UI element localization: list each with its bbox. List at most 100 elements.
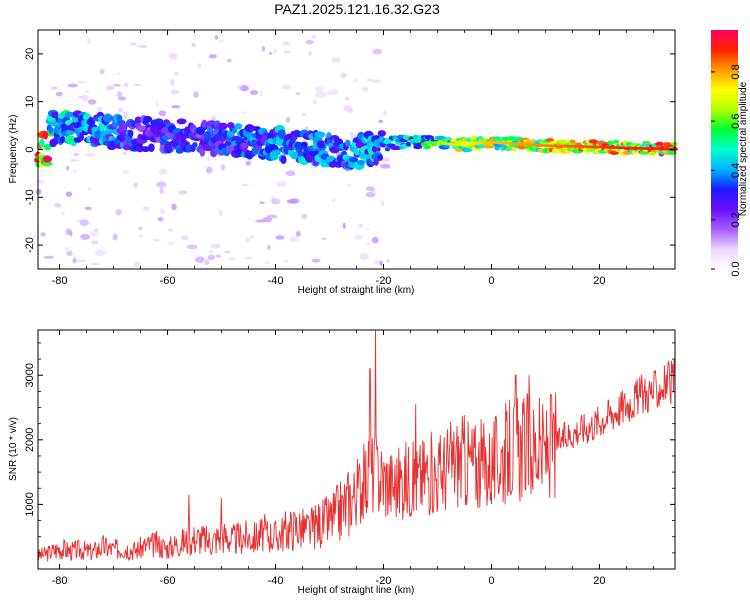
spectrogram-cell xyxy=(88,116,94,126)
spectrogram-cell xyxy=(284,127,288,131)
spectrogram-cell xyxy=(311,258,321,263)
spectrogram-cell xyxy=(207,254,216,261)
spectrogram-cell xyxy=(191,42,196,47)
spectrogram-cell xyxy=(99,123,106,132)
spectrogram-cell xyxy=(141,146,150,153)
spectrogram-cell xyxy=(54,202,62,208)
spectrogram-cell xyxy=(326,90,335,96)
spectrogram-cell xyxy=(332,198,336,203)
spectrogram-cell xyxy=(308,50,312,57)
spectrogram-cell xyxy=(405,141,411,147)
spectrogram-cell xyxy=(158,110,167,117)
x-tick-label: 0 xyxy=(488,575,494,587)
spectrogram-cell xyxy=(311,34,316,39)
spectrogram-cell xyxy=(143,115,153,123)
spectrogram-cell xyxy=(43,143,52,151)
x-tick-label: -80 xyxy=(52,575,68,587)
spectrogram-cell xyxy=(423,144,432,150)
spectrogram-cell xyxy=(249,90,259,95)
spectrogram-cell xyxy=(59,136,66,143)
x-tick-label: -20 xyxy=(376,575,392,587)
spectrogram-cell xyxy=(312,99,318,105)
spectrogram-cell xyxy=(118,122,128,132)
spectrogram-cell xyxy=(648,151,656,156)
spectrogram-cell xyxy=(116,91,123,98)
spectrogram-cell xyxy=(301,213,308,220)
spectrogram-cell xyxy=(65,129,75,136)
spectrogram-cell xyxy=(286,199,298,204)
spectrogram-cell xyxy=(261,46,266,52)
spectrogram-cell xyxy=(266,214,278,219)
spectrogram-cell xyxy=(66,165,70,171)
spectrogram-cell xyxy=(50,86,58,90)
spectrogram-cell xyxy=(118,96,127,101)
spectrogram-cell xyxy=(84,90,90,93)
spectrogram-cell xyxy=(174,71,179,76)
spectrogram-cell xyxy=(148,143,155,153)
spectrogram-cell xyxy=(342,222,346,229)
spectrogram-cell xyxy=(221,164,226,171)
spectrogram-cell xyxy=(67,83,78,88)
spectrogram-cell xyxy=(511,146,517,152)
spectrogram-cell xyxy=(358,223,363,229)
spectrogram-cell xyxy=(223,250,231,254)
spectrogram-cell xyxy=(276,181,287,187)
spectrogram-cell xyxy=(315,92,319,99)
spectrogram-cell xyxy=(215,254,222,258)
spectrogram-cell xyxy=(118,107,123,113)
spectrogram-cell xyxy=(380,200,385,207)
spectrogram-cell xyxy=(239,111,247,114)
spectrogram-panel: -80 -60 -40 -20 0 20 -20 -10 0 10 20 Height of st… xyxy=(8,29,678,296)
spectrogram-cell xyxy=(380,163,391,169)
spectrogram-cell xyxy=(373,260,380,265)
spectrogram-cell xyxy=(346,183,352,187)
spectrogram-cell xyxy=(122,144,131,151)
spectrogram-cell xyxy=(348,157,359,163)
spectrogram-cell xyxy=(99,68,105,75)
spectrogram-cell xyxy=(116,72,121,75)
spectrogram-cell xyxy=(240,183,249,187)
spectrogram-cell xyxy=(90,240,99,245)
spectrogram-cell xyxy=(78,132,85,141)
colorbar-tick-label: 0.8 xyxy=(730,64,742,79)
spectrogram-cell xyxy=(283,259,289,263)
figure-title: PAZ1.2025.121.16.32.G23 xyxy=(274,1,440,17)
x-tick-label: -20 xyxy=(376,275,392,287)
spectrogram-cell xyxy=(84,206,92,211)
spectrogram-cell xyxy=(112,233,118,241)
spectrogram-cell xyxy=(377,130,387,137)
spectrogram-cell xyxy=(167,228,174,232)
spectrogram-cell xyxy=(412,134,420,140)
spectrogram-cell xyxy=(280,155,287,164)
spectrogram-cell xyxy=(197,63,202,68)
spectrogram-x-label: Height of straight line (km) xyxy=(298,285,415,296)
spectrogram-cell xyxy=(517,145,527,150)
spectrogram-cell xyxy=(379,260,383,266)
spectrogram-cell xyxy=(81,94,89,102)
spectrogram-cell xyxy=(268,51,273,55)
spectrogram-cell xyxy=(155,181,167,188)
spectrogram-cell xyxy=(655,141,665,147)
spectrogram-cell xyxy=(208,54,217,59)
spectrogram-cell xyxy=(210,243,221,249)
snr-y-ticks: 1000 2000 3000 xyxy=(24,342,675,554)
spectrogram-cell xyxy=(258,90,264,97)
spectrogram-cell xyxy=(135,44,145,48)
spectrogram-cell xyxy=(245,236,250,244)
spectrogram-cell xyxy=(345,96,349,101)
spectrogram-cell xyxy=(214,35,219,40)
y-tick-label: 0 xyxy=(24,146,36,152)
spectrogram-cell xyxy=(331,57,341,64)
spectrogram-cell xyxy=(69,230,73,237)
spectrogram-cell xyxy=(87,99,97,105)
spectrogram-cell xyxy=(155,101,159,108)
y-tick-label: 2000 xyxy=(24,428,36,452)
snr-panel: -80 -60 -40 -20 0 20 1000 2000 3000 Height of s… xyxy=(8,329,676,596)
spectrogram-cell xyxy=(357,159,365,166)
spectrogram-cell xyxy=(229,256,236,261)
spectrogram-cell xyxy=(208,250,214,255)
spectrogram-cell xyxy=(255,219,266,223)
spectrogram-cell xyxy=(87,38,91,45)
spectrogram-cell xyxy=(365,228,371,232)
